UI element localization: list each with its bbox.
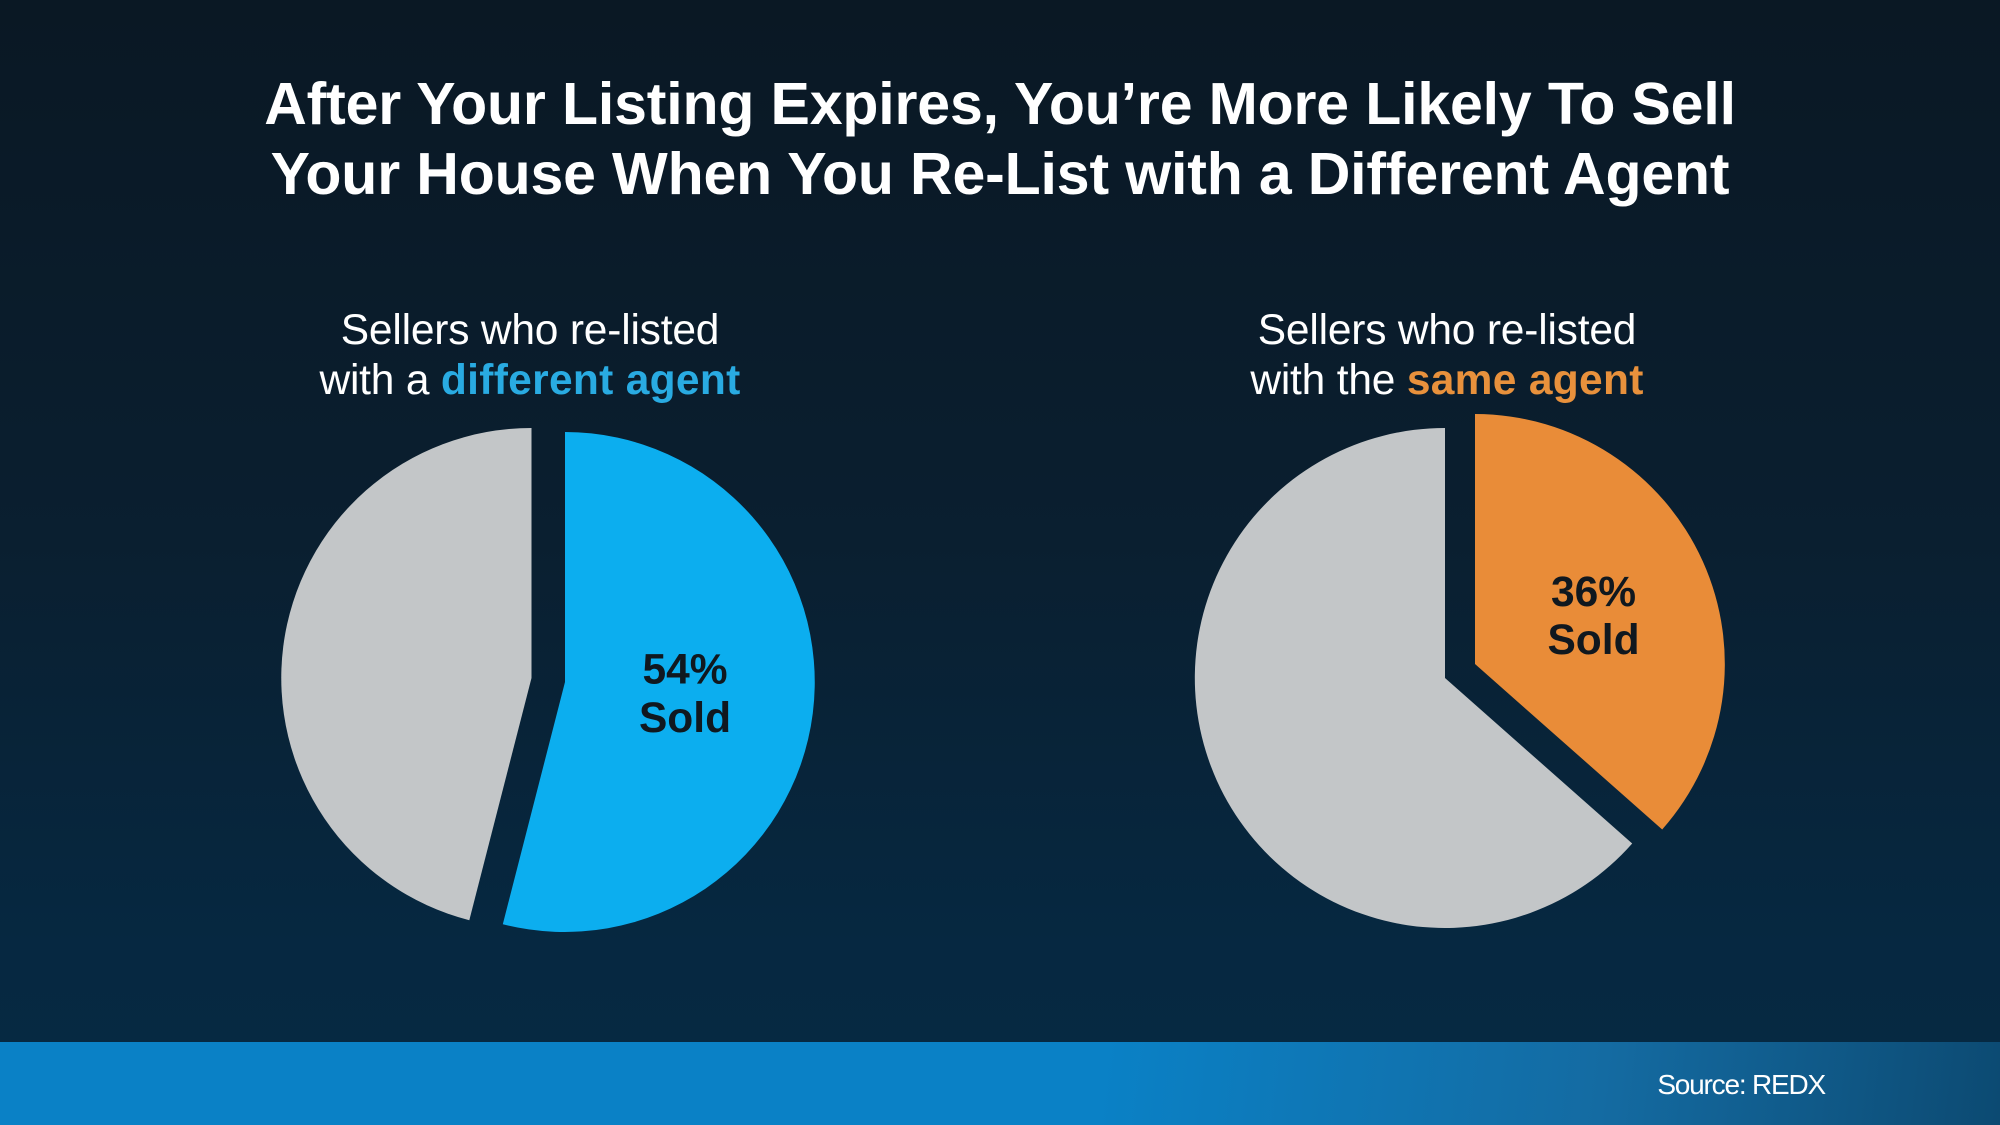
svg-text:Sold: Sold	[639, 695, 731, 742]
svg-text:54%: 54%	[642, 647, 727, 694]
svg-text:36%: 36%	[1551, 569, 1636, 616]
svg-text:Sold: Sold	[1547, 617, 1639, 664]
